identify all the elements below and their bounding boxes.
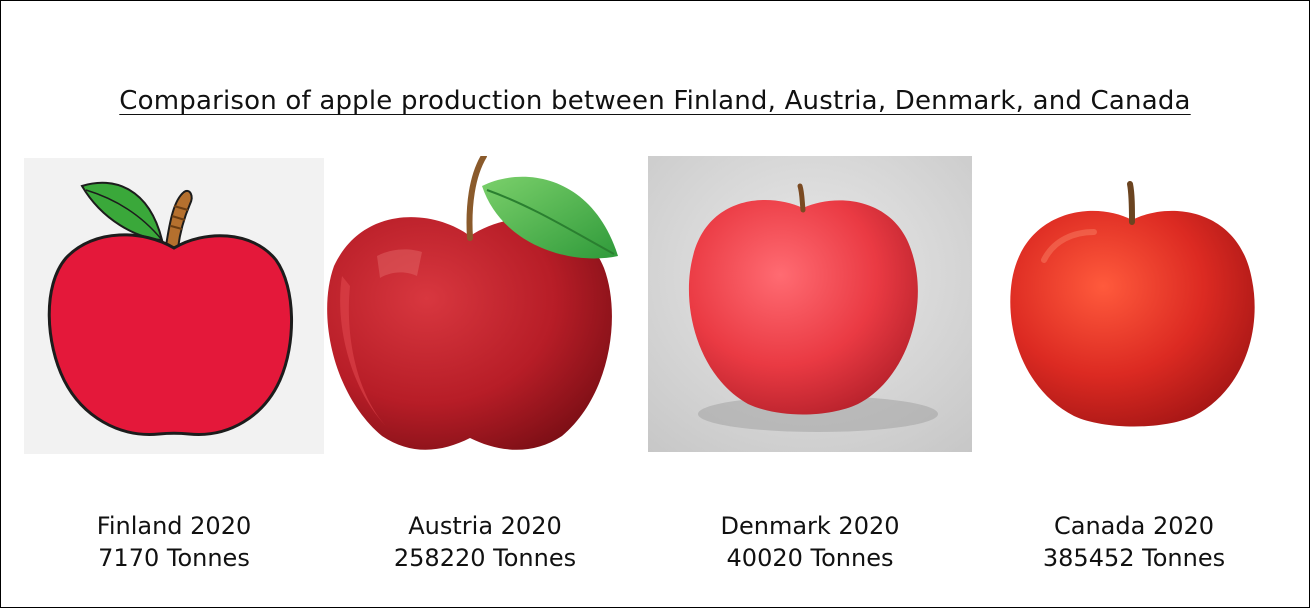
denmark-apple-icon (648, 156, 972, 452)
finland-apple-icon (24, 158, 324, 454)
canada-label: Canada 2020 385452 Tonnes (974, 510, 1294, 574)
austria-apple-icon (327, 156, 618, 450)
denmark-value: 40020 Tonnes (726, 544, 894, 572)
finland-country-year: Finland 2020 (96, 512, 252, 540)
denmark-country-year: Denmark 2020 (720, 512, 900, 540)
austria-country-year: Austria 2020 (408, 512, 562, 540)
chart-title: Comparison of apple production between F… (119, 86, 1191, 116)
canada-country-year: Canada 2020 (1053, 512, 1215, 540)
austria-value: 258220 Tonnes (393, 544, 577, 572)
canada-value: 385452 Tonnes (1042, 544, 1226, 572)
finland-label: Finland 2020 7170 Tonnes (14, 510, 334, 574)
canada-apple-icon (1010, 181, 1255, 427)
austria-label: Austria 2020 258220 Tonnes (325, 510, 645, 574)
denmark-label: Denmark 2020 40020 Tonnes (650, 510, 970, 574)
finland-value: 7170 Tonnes (98, 544, 250, 572)
